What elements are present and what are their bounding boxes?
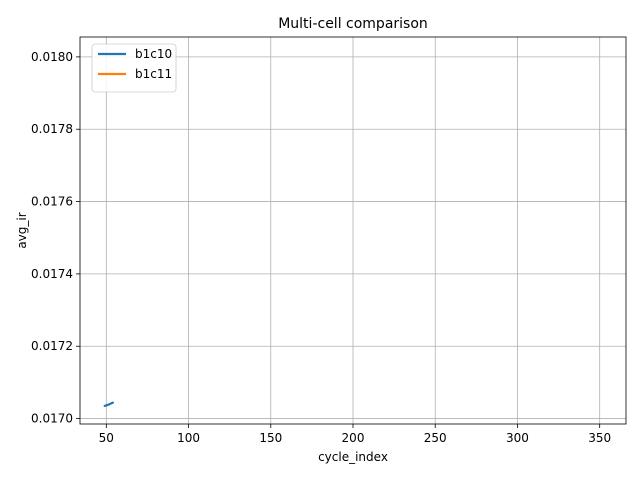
y-tick-label: 0.0178 (31, 122, 73, 136)
x-axis-label: cycle_index (318, 450, 388, 464)
x-tick-label: 300 (506, 431, 529, 445)
legend: b1c10 b1c11 (91, 43, 177, 93)
axis-ticks: 50 100 150 200 250 300 350 0.0170 0.0172 0.0174 0.… (31, 50, 611, 445)
x-tick-label: 150 (259, 431, 282, 445)
x-tick-label: 250 (424, 431, 447, 445)
legend-box (91, 43, 177, 93)
chart-title: Multi-cell comparison (278, 16, 428, 32)
legend-label-b1c10: b1c10 (135, 47, 172, 61)
series-line-b1c10 (103, 401, 114, 408)
x-tick-label: 50 (99, 431, 114, 445)
legend-label-b1c11: b1c11 (135, 67, 172, 81)
y-axis-label: avg_ir (15, 212, 29, 248)
y-tick-label: 0.0172 (31, 339, 73, 353)
y-tick-label: 0.0176 (31, 195, 73, 209)
x-tick-label: 100 (177, 431, 200, 445)
y-tick-label: 0.0174 (31, 267, 73, 281)
grid-lines (80, 37, 626, 424)
y-tick-label: 0.0180 (31, 50, 73, 64)
x-tick-label: 350 (588, 431, 611, 445)
series-lines (103, 401, 114, 408)
x-tick-label: 200 (342, 431, 365, 445)
y-tick-label: 0.0170 (31, 412, 73, 426)
